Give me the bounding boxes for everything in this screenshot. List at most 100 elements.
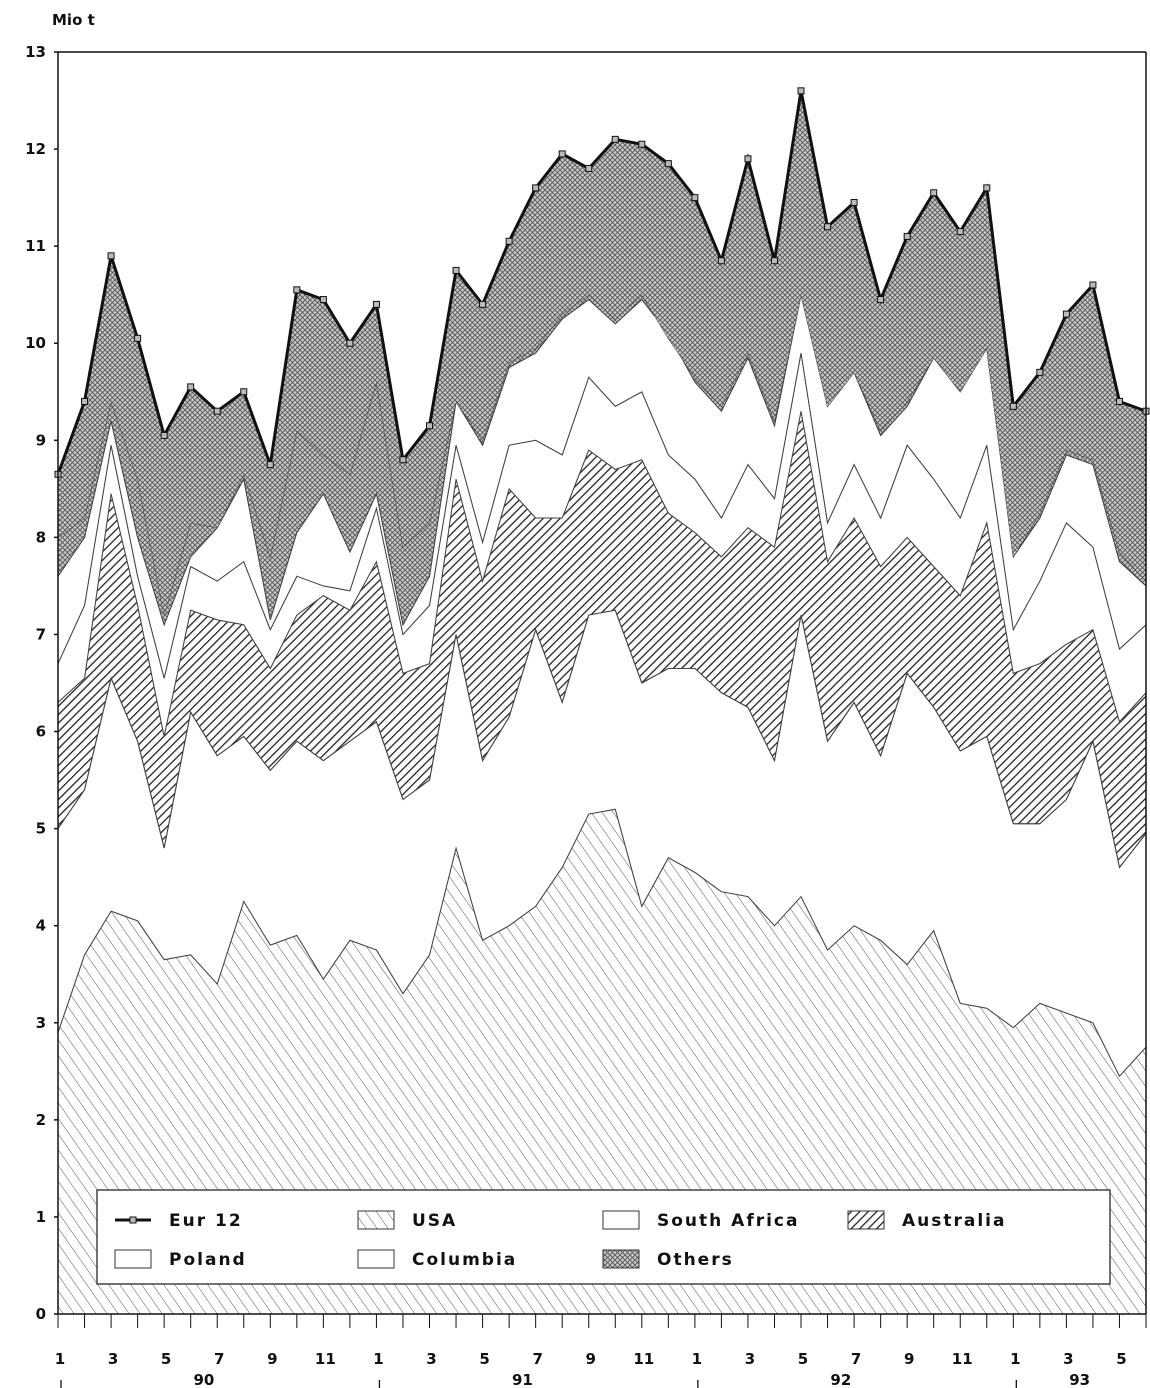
x-year-label: 91 (512, 1371, 533, 1388)
x-tick-label: 11 (633, 1350, 654, 1368)
legend-label-poland: Poland (169, 1250, 247, 1270)
data-point-eur-12 (213, 407, 221, 415)
data-point-eur-12 (717, 257, 725, 265)
legend-label-usa: USA (412, 1211, 457, 1231)
x-tick-label: 11 (315, 1350, 336, 1368)
data-point-eur-12 (426, 422, 434, 430)
y-tick-label: 13 (25, 43, 46, 61)
data-point-eur-12 (956, 228, 964, 236)
x-tick-label: 9 (586, 1350, 596, 1368)
data-point-eur-12 (850, 198, 858, 206)
x-tick-label: 7 (532, 1350, 542, 1368)
data-point-eur-12 (107, 252, 115, 260)
data-point-eur-12 (319, 296, 327, 304)
y-tick-label: 4 (36, 917, 46, 935)
x-tick-label: 3 (745, 1350, 755, 1368)
axes (57, 51, 1147, 1315)
data-point-eur-12 (346, 339, 354, 347)
legend-swatch-others (602, 1249, 640, 1269)
x-tick-label: 1 (373, 1350, 383, 1368)
data-point-eur-12 (983, 184, 991, 192)
x-tick-label: 3 (108, 1350, 118, 1368)
x-tick-label: 5 (798, 1350, 808, 1368)
data-point-eur-12 (452, 266, 460, 274)
data-point-eur-12 (134, 334, 142, 342)
data-point-eur-12 (1036, 368, 1044, 376)
y-tick-label: 1 (36, 1208, 46, 1226)
data-point-eur-12 (266, 461, 274, 469)
data-point-eur-12 (479, 300, 487, 308)
legend-label-eur-12: Eur 12 (169, 1211, 243, 1231)
x-tick-label: 3 (1063, 1350, 1073, 1368)
data-point-eur-12 (691, 194, 699, 202)
x-tick-label: 7 (851, 1350, 861, 1368)
legend-label-others: Others (657, 1250, 734, 1270)
legend-marker-eur-12 (129, 1216, 137, 1224)
y-tick-label: 7 (36, 625, 46, 643)
area-eur12-remainder (58, 90, 1146, 616)
data-point-eur-12 (877, 296, 885, 304)
x-tick-label: 1 (1010, 1350, 1020, 1368)
y-tick-label: 2 (36, 1111, 46, 1129)
legend-label-australia: Australia (902, 1211, 1007, 1231)
legend-label-south-africa: South Africa (657, 1211, 800, 1231)
data-point-eur-12 (1115, 397, 1123, 405)
y-tick-label: 8 (36, 528, 46, 546)
x-tick-label: 11 (952, 1350, 973, 1368)
data-point-eur-12 (824, 223, 832, 231)
x-tick-label: 5 (479, 1350, 489, 1368)
data-point-eur-12 (744, 155, 752, 163)
y-tick-label: 3 (36, 1014, 46, 1032)
x-tick-label: 1 (55, 1350, 65, 1368)
legend-swatch-australia (847, 1210, 885, 1230)
data-point-eur-12 (664, 160, 672, 168)
x-axis-ticks: 1 3 5 7 9 11 1 3 5 7 9 11 1 3 5 7 9 11 1 3 590 91 92 93 (55, 1314, 1147, 1388)
legend-swatch-poland (114, 1249, 152, 1269)
y-tick-label: 9 (36, 431, 46, 449)
y-tick-label: 0 (36, 1305, 46, 1323)
area-layers (57, 293, 1147, 1315)
legend-swatch-south-africa (602, 1210, 640, 1230)
data-point-eur-12 (1009, 402, 1017, 410)
x-year-label: 90 (194, 1371, 215, 1388)
series-line-eur-12 (56, 90, 1147, 475)
data-point-eur-12 (81, 397, 89, 405)
y-tick-label: 11 (25, 237, 46, 255)
data-point-eur-12 (240, 388, 248, 396)
x-tick-label: 3 (426, 1350, 436, 1368)
x-tick-label: 9 (904, 1350, 914, 1368)
x-tick-label: 5 (161, 1350, 171, 1368)
y-tick-label: 12 (25, 140, 46, 158)
y-tick-label: 6 (36, 723, 46, 741)
data-point-eur-12 (505, 237, 513, 245)
x-tick-label: 7 (214, 1350, 224, 1368)
data-point-eur-12 (770, 257, 778, 265)
data-point-eur-12 (611, 135, 619, 143)
data-point-eur-12 (187, 383, 195, 391)
data-point-eur-12 (558, 150, 566, 158)
data-point-eur-12 (293, 286, 301, 294)
y-tick-label: 10 (25, 334, 46, 352)
data-point-eur-12 (399, 456, 407, 464)
x-year-label: 93 (1069, 1371, 1090, 1388)
y-axis-unit-label: Mio t (52, 11, 95, 29)
x-tick-label: 5 (1116, 1350, 1126, 1368)
x-year-label: 92 (830, 1371, 851, 1388)
x-tick-label: 9 (267, 1350, 277, 1368)
chart-legend: Eur 12 USA South Africa Australia Poland Colu… (96, 1189, 1111, 1285)
data-point-eur-12 (160, 431, 168, 439)
data-point-eur-12 (585, 164, 593, 172)
data-point-eur-12 (797, 87, 805, 95)
data-point-eur-12 (930, 189, 938, 197)
y-tick-label: 5 (36, 820, 46, 838)
legend-label-columbia: Columbia (412, 1250, 517, 1270)
legend-swatch-usa (357, 1210, 395, 1230)
x-tick-label: 1 (692, 1350, 702, 1368)
data-point-eur-12 (638, 140, 646, 148)
data-point-eur-12 (532, 184, 540, 192)
legend-box (96, 1189, 1111, 1285)
data-point-eur-12 (903, 232, 911, 240)
